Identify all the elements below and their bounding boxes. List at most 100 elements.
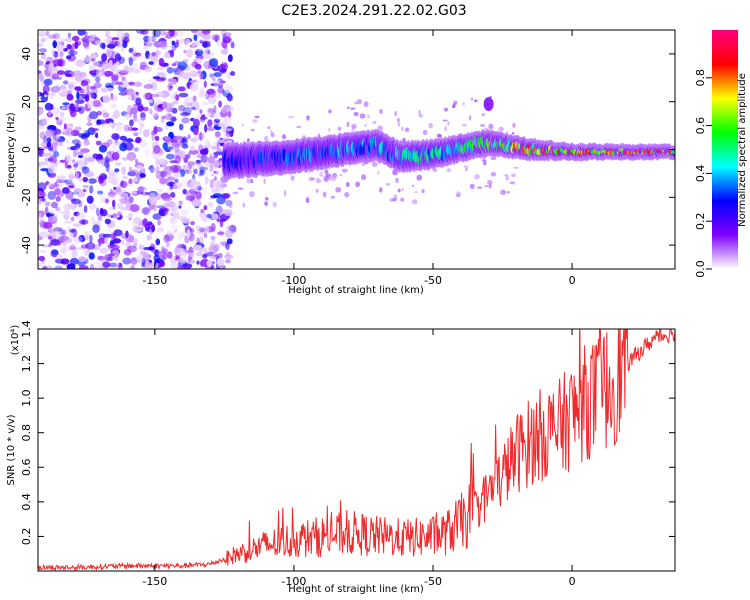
noise-speckle [135,136,142,144]
noise-speckle [194,40,201,47]
noise-speckle [66,263,76,269]
noise-speckle [146,234,152,241]
noise-speckle [171,142,177,148]
noise-speckle [43,78,53,86]
band-speckle [367,114,370,119]
noise-speckle [117,202,123,209]
noise-speckle [159,76,167,81]
noise-speckle [110,103,117,109]
noise-speckle [170,216,176,223]
noise-speckle [89,34,97,39]
noise-speckle [130,257,138,265]
noise-speckle [122,32,130,38]
noise-speckle [130,264,135,269]
noise-speckle [69,184,76,189]
band-speckle [371,161,378,167]
band-speckle [311,177,316,180]
noise-speckle [133,52,142,57]
noise-speckle [64,220,72,224]
noise-speckle [62,80,69,85]
noise-speckle [142,129,150,138]
noise-speckle [148,61,154,65]
noise-speckle [213,72,223,78]
noise-speckle [226,106,235,112]
noise-speckle [73,188,82,193]
noise-speckle [38,124,44,130]
noise-speckle [135,171,144,180]
noise-speckle [162,31,172,36]
noise-speckle [144,261,153,269]
noise-speckle [90,92,97,99]
noise-speckle [199,227,206,233]
noise-speckle [80,244,89,249]
band-speckle [359,113,366,119]
noise-speckle [187,134,191,140]
y-tick-label: 0 [20,146,33,153]
noise-speckle [159,260,165,268]
noise-speckle [150,82,158,91]
band-speckle [328,127,331,132]
noise-speckle [155,158,160,166]
band-speckle [339,174,343,177]
noise-speckle [72,159,76,164]
noise-speckle [186,48,194,58]
noise-speckle [89,111,99,120]
noise-speckle [203,80,207,88]
band-speckle [290,175,295,181]
noise-speckle [101,53,107,62]
noise-speckle [169,49,175,58]
noise-speckle [82,40,90,48]
noise-speckle [120,242,130,246]
noise-speckle [61,105,66,110]
noise-speckle [77,159,86,165]
band-speckle [400,197,405,202]
noise-speckle [68,174,76,180]
noise-speckle [218,68,227,73]
noise-speckle [133,132,139,137]
noise-speckle [154,50,160,57]
noise-speckle [128,235,134,243]
noise-speckle [158,209,166,217]
noise-speckle [72,223,82,227]
noise-speckle [202,30,211,35]
noise-speckle [114,122,124,126]
noise-speckle [204,176,209,185]
noise-speckle [76,91,80,100]
noise-speckle [226,93,233,102]
noise-speckle [185,169,191,175]
band-speckle [341,168,348,173]
band-speckle [464,167,468,172]
noise-speckle [108,121,113,128]
noise-speckle [119,79,129,88]
noise-speckle [205,252,214,257]
band-speckle [503,174,509,177]
noise-speckle [87,100,94,109]
noise-speckle [207,201,214,208]
noise-speckle [224,128,233,132]
band-speckle [250,178,254,184]
band-speckle [308,176,314,182]
noise-speckle [112,199,116,208]
noise-speckle [213,181,222,189]
noise-speckle [123,124,130,132]
noise-speckle [38,142,42,147]
noise-speckle [219,64,226,69]
noise-speckle [197,132,205,141]
noise-speckle [42,118,48,126]
noise-speckle [188,180,198,190]
band-speckle [214,176,217,181]
band-speckle [397,117,400,123]
colorbar-tick-label: 0.2 [694,212,707,230]
band-speckle [350,107,356,110]
noise-speckle [151,132,155,141]
noise-speckle [168,30,175,37]
noise-speckle [48,236,53,240]
noise-speckle [75,150,79,156]
noise-speckle [111,144,116,153]
x-tick-label: -100 [281,575,306,588]
noise-speckle [187,164,193,169]
noise-speckle [155,238,161,246]
noise-speckle [42,265,48,269]
noise-speckle [44,206,49,215]
noise-speckle [95,259,104,266]
